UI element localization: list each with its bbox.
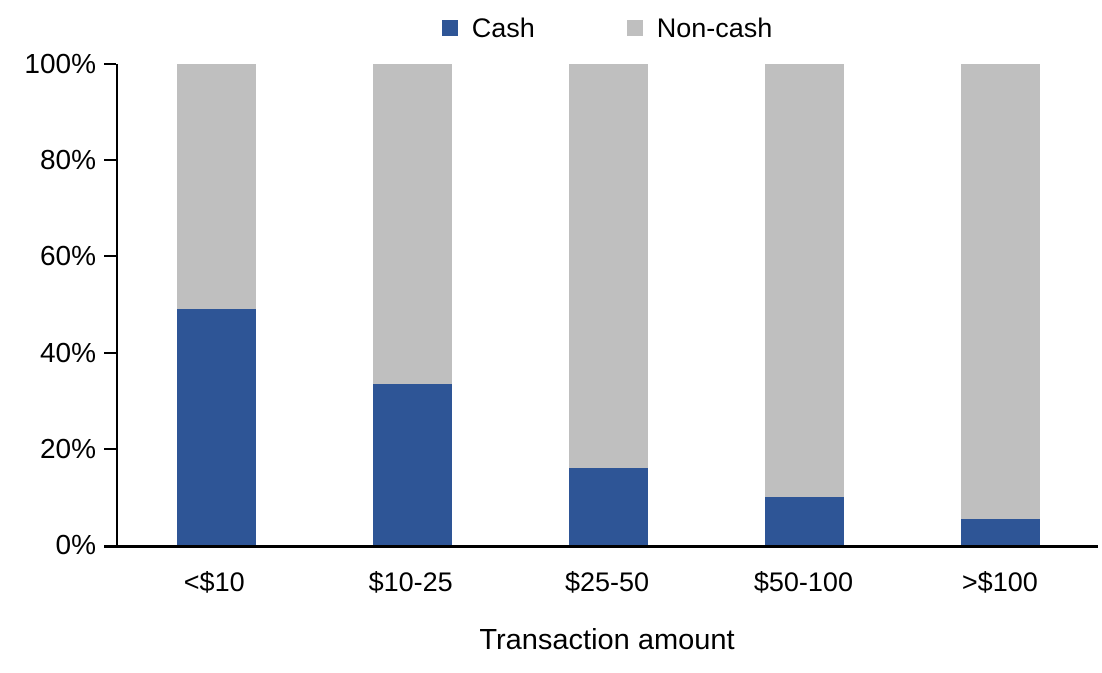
bar-segment-cash — [176, 309, 256, 545]
plot-area — [116, 64, 1098, 548]
x-axis-title: Transaction amount — [479, 624, 735, 656]
y-axis-tick-label: 0% — [55, 529, 96, 560]
bar-slot--10 — [118, 64, 314, 545]
bar-stack — [176, 64, 256, 545]
bar-slot--25-50 — [510, 64, 706, 545]
x-axis-tick-label: $50-100 — [753, 567, 853, 597]
y-axis-tick-label: 20% — [39, 432, 96, 464]
bar-segment-cash — [372, 383, 452, 545]
y-axis-tick-mark — [104, 63, 116, 65]
bar-segment-non-cash — [568, 64, 648, 469]
bar-slot--10-25 — [314, 64, 510, 545]
y-axis-tick-mark — [104, 351, 116, 354]
x-axis-tick-label: >$100 — [961, 567, 1038, 597]
y-axis-tick-mark — [104, 159, 116, 162]
bars-container — [118, 64, 1098, 545]
bar-segment-non-cash — [372, 64, 452, 384]
x-axis-tick-label: $25-50 — [564, 567, 650, 597]
bar-slot--50-100 — [706, 64, 902, 545]
legend-item-non-cash: Non-cash — [626, 8, 773, 48]
legend-item-cash: Cash — [441, 8, 535, 48]
bar-segment-non-cash — [764, 64, 844, 497]
x-axis-tick-label: $10-25 — [368, 567, 453, 597]
x-axis-tick-label: <$10 — [183, 567, 245, 597]
bar-segment-non-cash — [176, 64, 256, 310]
chart-legend: Cash Non-cash — [116, 8, 1098, 48]
legend-swatch-icon — [626, 20, 643, 36]
bar-stack — [960, 64, 1040, 545]
bar-segment-non-cash — [960, 64, 1040, 519]
legend-label: Non-cash — [656, 13, 773, 43]
bar-stack — [372, 64, 452, 545]
y-axis-tick-mark — [104, 447, 116, 450]
bar-segment-cash — [960, 518, 1040, 545]
y-axis-tick-mark — [104, 255, 116, 258]
x-axis-tick-labels: <$10 $10-25 $25-50 $50-100 >$100 — [116, 566, 1098, 598]
bar-segment-cash — [764, 496, 844, 545]
y-axis-tick-label: 100% — [24, 48, 96, 79]
bar-stack — [568, 64, 648, 545]
y-axis-tick-label: 60% — [39, 240, 96, 272]
bar-segment-cash — [568, 468, 648, 545]
legend-label: Cash — [471, 13, 535, 43]
bar-stack — [764, 64, 844, 545]
y-axis-tick-mark — [104, 545, 116, 548]
bar-slot--100 — [902, 64, 1098, 545]
y-axis-tick-label: 40% — [39, 336, 96, 368]
legend-swatch-icon — [441, 20, 458, 36]
y-axis-tick-label: 80% — [39, 144, 96, 176]
